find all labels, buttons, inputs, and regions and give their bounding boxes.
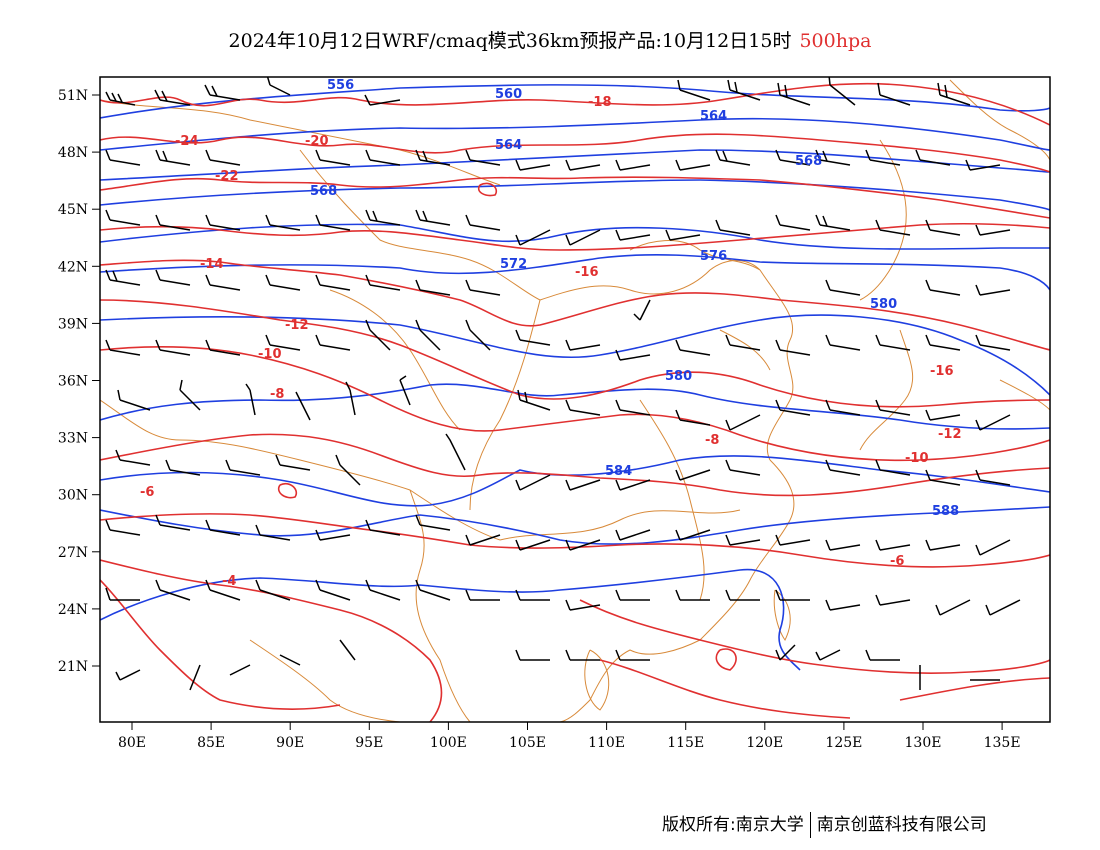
lon-tick-label: 105E xyxy=(509,735,546,751)
footer-separator xyxy=(809,812,811,838)
plot-frame xyxy=(99,76,1051,723)
lon-tick-label: 115E xyxy=(667,735,704,751)
lon-tick-label: 100E xyxy=(430,735,467,751)
lat-tick-label: 51N xyxy=(58,88,88,104)
temp-label: -10 xyxy=(905,451,929,466)
height-label: 568 xyxy=(310,184,337,199)
copyright-right: 南京创蓝科技有限公司 xyxy=(816,815,987,835)
lat-axis: 21N 24N 27N 30N 33N 36N 39N 42N 45N 48N 51N xyxy=(58,88,100,675)
temp-label: -12 xyxy=(938,427,962,442)
lat-tick-label: 36N xyxy=(58,374,88,390)
lat-tick-label: 48N xyxy=(58,145,88,161)
lon-tick-label: 80E xyxy=(118,735,146,751)
height-label: 572 xyxy=(500,257,527,272)
temp-label: -16 xyxy=(930,364,954,379)
height-label: 556 xyxy=(327,78,354,93)
height-label: 576 xyxy=(700,249,727,264)
lat-tick-label: 42N xyxy=(58,259,88,275)
lon-tick-label: 135E xyxy=(984,735,1021,751)
lat-tick-label: 39N xyxy=(58,316,88,332)
lon-tick-label: 130E xyxy=(905,735,942,751)
height-label: 580 xyxy=(870,297,897,312)
height-labels: 556 560 564 568 572 576 580 584 588 568 … xyxy=(310,78,959,519)
temperature-contours xyxy=(100,82,1050,722)
height-label: 588 xyxy=(932,504,959,519)
temp-label: -6 xyxy=(890,554,904,569)
height-label: 580 xyxy=(665,369,692,384)
map-title: 2024年10月12日WRF/cmaq模式36km预报产品:10月12日15时 5… xyxy=(0,26,1100,53)
temp-label: -12 xyxy=(285,318,309,333)
temperature-labels: -24 -22 -20 -18 -16 -14 -12 -10 -8 -6 -4… xyxy=(140,95,962,589)
lon-tick-label: 125E xyxy=(825,735,862,751)
temp-label: -20 xyxy=(305,134,329,149)
copyright-left: 版权所有:南京大学 xyxy=(662,815,804,835)
temp-label: -8 xyxy=(705,433,719,448)
wind-barbs xyxy=(105,77,1021,691)
height-label: 568 xyxy=(795,154,822,169)
title-main: 2024年10月12日WRF/cmaq模式36km预报产品:10月12日15时 xyxy=(228,30,792,52)
temp-label: -14 xyxy=(200,257,224,272)
lat-tick-label: 45N xyxy=(58,202,88,218)
title-level: 500hpa xyxy=(799,30,872,52)
lat-tick-label: 33N xyxy=(58,431,88,447)
lat-tick-label: 30N xyxy=(58,488,88,504)
height-label: 564 xyxy=(495,138,522,153)
temp-label: -10 xyxy=(258,347,282,362)
lon-tick-label: 95E xyxy=(355,735,383,751)
temp-label: -16 xyxy=(575,265,599,280)
lat-tick-label: 21N xyxy=(58,659,88,675)
lon-tick-label: 85E xyxy=(197,735,225,751)
temp-label: -4 xyxy=(222,574,236,589)
temp-label: -24 xyxy=(175,134,199,149)
lat-tick-label: 27N xyxy=(58,545,88,561)
lat-tick-label: 24N xyxy=(58,602,88,618)
lon-tick-label: 120E xyxy=(746,735,783,751)
temp-label: -6 xyxy=(140,485,154,500)
temp-label: -22 xyxy=(215,169,239,184)
height-label: 584 xyxy=(605,464,632,479)
lon-tick-label: 110E xyxy=(588,735,625,751)
temp-label: -18 xyxy=(588,95,612,110)
height-label: 560 xyxy=(495,87,522,102)
temp-label: -8 xyxy=(270,387,284,402)
lon-tick-label: 90E xyxy=(276,735,304,751)
height-label: 564 xyxy=(700,109,727,124)
lon-axis: 80E 85E 90E 95E 100E 105E 110E 115E 120E 125E 130E… xyxy=(118,722,1021,751)
copyright-footer: 版权所有:南京大学 南京创蓝科技有限公司 xyxy=(662,810,987,838)
